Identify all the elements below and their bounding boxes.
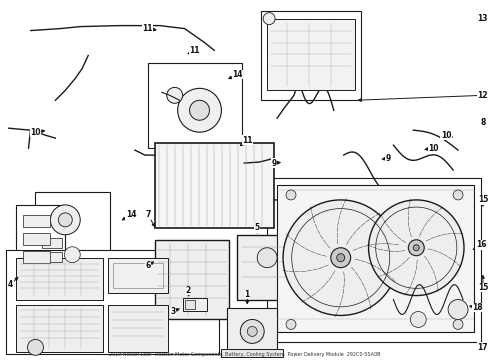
- Text: 6: 6: [145, 261, 150, 270]
- Circle shape: [368, 200, 464, 296]
- Text: 3: 3: [170, 307, 175, 316]
- Circle shape: [247, 327, 257, 336]
- Bar: [267, 19, 355, 90]
- Text: 13: 13: [478, 14, 488, 23]
- Bar: [237, 235, 297, 300]
- Bar: [23, 215, 50, 227]
- Circle shape: [64, 247, 80, 263]
- Bar: [16, 305, 103, 352]
- Circle shape: [408, 240, 424, 256]
- Bar: [183, 298, 207, 311]
- Circle shape: [286, 319, 296, 329]
- Text: 9: 9: [271, 158, 277, 167]
- Bar: [261, 11, 361, 100]
- Text: 4: 4: [8, 280, 13, 289]
- Circle shape: [453, 319, 463, 329]
- Circle shape: [240, 319, 264, 343]
- Circle shape: [413, 245, 419, 251]
- Text: 7: 7: [145, 210, 150, 219]
- Circle shape: [167, 87, 183, 103]
- Bar: [16, 258, 103, 300]
- Circle shape: [263, 13, 275, 24]
- Bar: [43, 252, 62, 262]
- Bar: [35, 192, 110, 276]
- Circle shape: [178, 88, 221, 132]
- Text: 5: 5: [255, 223, 260, 232]
- Circle shape: [190, 100, 210, 120]
- Bar: [16, 205, 65, 275]
- Bar: [267, 178, 481, 342]
- Bar: [108, 258, 168, 293]
- Circle shape: [27, 339, 44, 355]
- Bar: [221, 349, 283, 357]
- Text: 17: 17: [478, 343, 488, 352]
- Bar: [108, 305, 168, 352]
- Text: 18: 18: [473, 303, 483, 312]
- Bar: [23, 233, 50, 245]
- Text: 15: 15: [478, 195, 488, 204]
- Circle shape: [453, 190, 463, 200]
- Text: 1: 1: [245, 290, 250, 299]
- Bar: [277, 185, 474, 332]
- Text: 2019 Nissan Leaf  Traction Motor Components, Battery, Cooling System  Power Deli: 2019 Nissan Leaf Traction Motor Componen…: [108, 352, 380, 357]
- Text: 14: 14: [126, 210, 136, 219]
- Text: 11: 11: [143, 24, 153, 33]
- Text: 12: 12: [478, 91, 488, 100]
- Bar: [23, 251, 50, 263]
- Text: 10: 10: [30, 128, 41, 137]
- Text: 10: 10: [428, 144, 439, 153]
- Text: 11: 11: [189, 46, 200, 55]
- Bar: [148, 63, 242, 148]
- Circle shape: [58, 213, 73, 227]
- Bar: [185, 300, 195, 310]
- Text: 8: 8: [480, 118, 486, 127]
- Text: 10: 10: [441, 131, 451, 140]
- Text: 2: 2: [185, 286, 190, 295]
- Circle shape: [337, 254, 344, 262]
- Text: 9: 9: [386, 154, 391, 163]
- Circle shape: [331, 248, 351, 268]
- Bar: [113, 263, 163, 288]
- Text: 15: 15: [478, 283, 488, 292]
- Circle shape: [286, 190, 296, 200]
- Circle shape: [50, 205, 80, 235]
- Circle shape: [257, 248, 277, 268]
- Bar: [227, 307, 277, 355]
- Circle shape: [410, 311, 426, 328]
- Bar: [43, 238, 62, 248]
- Circle shape: [448, 300, 468, 319]
- Text: 14: 14: [232, 70, 243, 79]
- Bar: [155, 240, 229, 319]
- Bar: [155, 143, 274, 228]
- Circle shape: [283, 200, 398, 315]
- Text: 11: 11: [242, 136, 252, 145]
- Text: 16: 16: [476, 240, 486, 249]
- Bar: [6, 250, 220, 354]
